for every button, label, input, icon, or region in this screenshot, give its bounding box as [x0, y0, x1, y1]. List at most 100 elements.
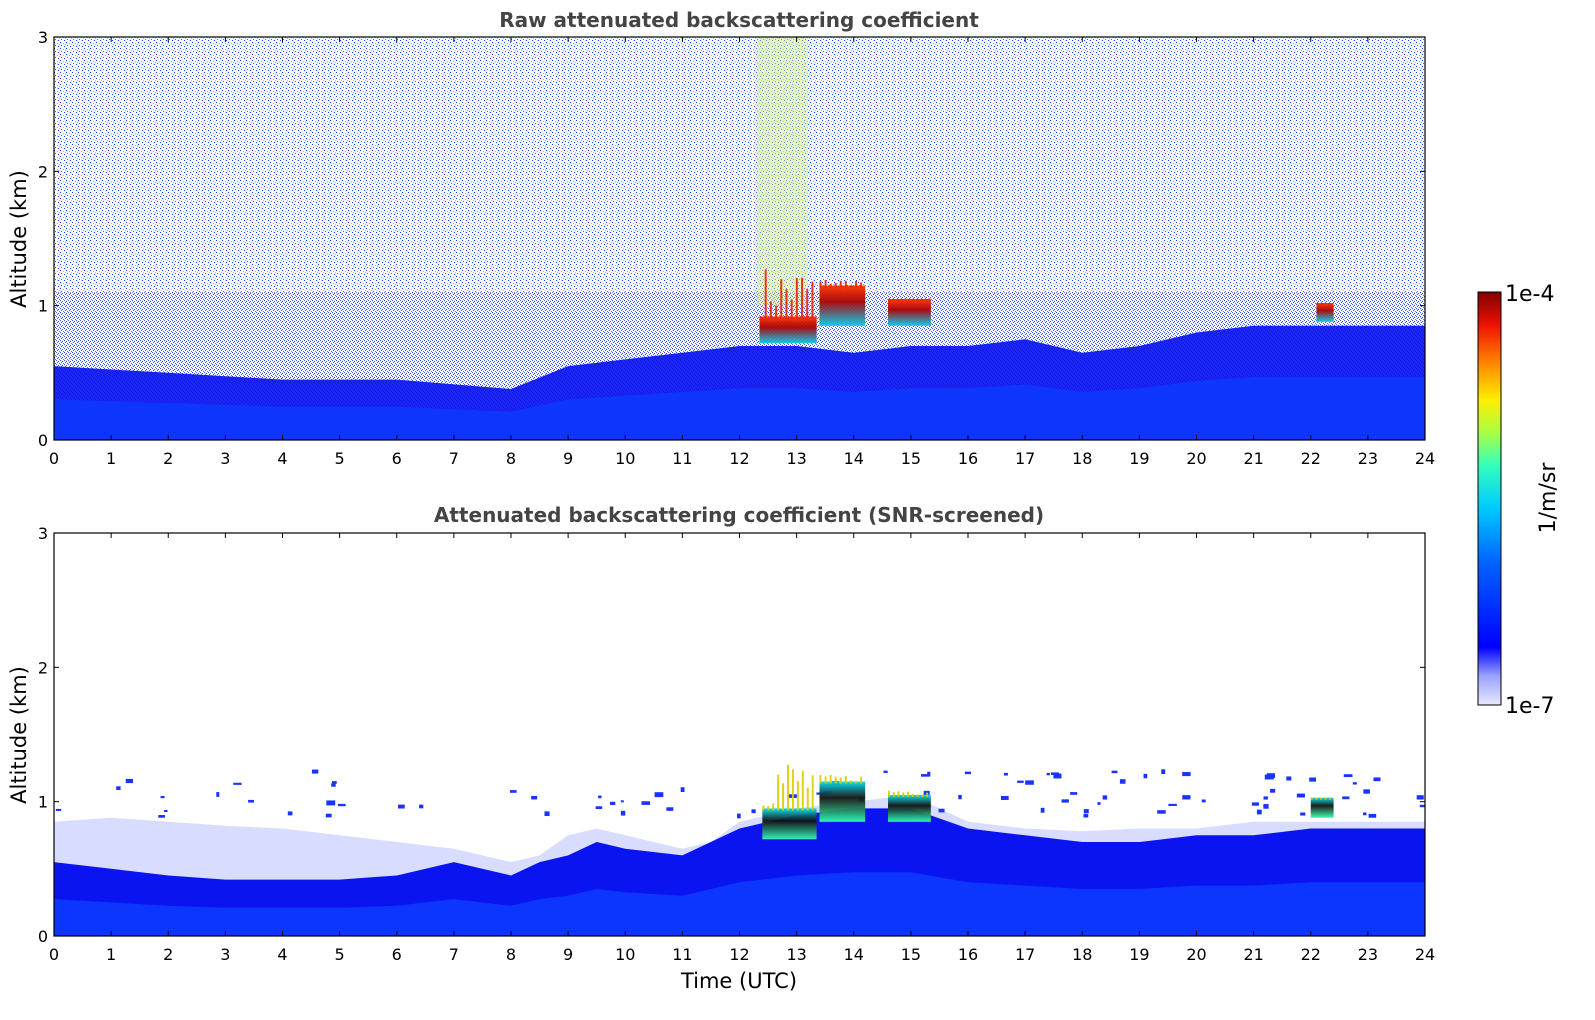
x-ticks-raw: 0 1 2 3 4 5 6 7 8 9 10 11 12 13 14 15 16 17 18 19 20 21 22 23 24 [49, 37, 1435, 468]
cloud-spike [892, 792, 895, 797]
x-tick-label: 22 [1301, 945, 1321, 964]
cloud-spike [916, 298, 919, 301]
cloud-spike [801, 770, 804, 811]
x-tick-label: 14 [844, 449, 864, 468]
screened-speckle [595, 806, 603, 809]
screened-speckle [531, 795, 538, 800]
screened-speckle [311, 769, 319, 774]
cloud-spike [759, 316, 762, 319]
colorbar-gradient [1477, 291, 1502, 706]
screened-speckle [1025, 780, 1034, 785]
x-tick-label: 5 [335, 945, 345, 964]
x-tick-label: 16 [958, 945, 978, 964]
cloud-spike [780, 279, 783, 319]
screened-speckle [331, 781, 337, 784]
screened-speckle [1083, 813, 1089, 818]
noise-column [756, 37, 809, 306]
x-tick-label: 22 [1301, 449, 1321, 468]
cloud-spike [1324, 797, 1327, 800]
x-ticks-snr: 0 1 2 3 4 5 6 7 8 9 10 11 12 13 14 15 16 17 18 19 20 21 22 23 24 [49, 533, 1435, 964]
screened-speckle [654, 792, 664, 798]
x-tick-label: 8 [506, 945, 516, 964]
cloud-spike [772, 803, 775, 811]
colorbar-unit-label: 1/m/sr [1536, 462, 1561, 534]
screened-speckle [55, 808, 62, 811]
cloud-spike [860, 776, 863, 784]
cloud-spike [775, 305, 778, 319]
cloud-spike [767, 805, 770, 811]
y-axis-label-snr: Altitude (km) [7, 666, 31, 804]
screened-speckle [233, 782, 242, 785]
cloud-spike [926, 298, 929, 301]
cloud-spike [829, 775, 832, 784]
cloud-spike [819, 775, 822, 784]
cloud-spike [1310, 797, 1313, 800]
screened-speckle [1201, 799, 1206, 803]
screened-speckle [1157, 810, 1166, 814]
x-tick-label: 1 [106, 449, 116, 468]
cloud-spike [785, 289, 788, 319]
screened-speckle [1296, 793, 1305, 798]
cloud-spike [902, 298, 905, 301]
screened-speckle [1046, 772, 1050, 776]
x-tick-label: 4 [277, 449, 287, 468]
y-tick-label: 0 [38, 431, 48, 450]
cloud-spike [892, 298, 895, 301]
x-tick-label: 0 [49, 945, 59, 964]
x-tick-label: 7 [449, 449, 459, 468]
boundary-layer-core [54, 377, 1425, 440]
x-tick-label: 6 [392, 449, 402, 468]
screened-speckle [641, 801, 651, 805]
x-tick-label: 0 [49, 449, 59, 468]
screened-speckle [1251, 802, 1259, 806]
cloud-spike [806, 787, 809, 811]
screened-speckle [1363, 789, 1370, 794]
screened-speckle [1256, 809, 1262, 815]
y-tick-label: 0 [38, 927, 48, 946]
screened-speckle [331, 783, 336, 787]
screened-speckle [666, 807, 674, 811]
y-tick-label: 3 [38, 28, 48, 47]
x-tick-label: 7 [449, 945, 459, 964]
cloud [888, 298, 931, 326]
cloud-spike [834, 776, 837, 784]
screened-speckle [1143, 773, 1148, 779]
heatmap-raw [54, 37, 1425, 440]
x-tick-label: 3 [220, 449, 230, 468]
screened-speckle [1368, 813, 1377, 818]
x-tick-label: 24 [1415, 449, 1435, 468]
heatmap-snr [54, 764, 1425, 936]
screened-speckle [1111, 770, 1118, 774]
screened-speckle [751, 809, 756, 814]
x-tick-label: 20 [1186, 449, 1206, 468]
cloud-spike [806, 288, 809, 319]
cloud-spike [844, 776, 847, 784]
panel-title-snr: Attenuated backscattering coefficient (S… [434, 503, 1044, 527]
screened-speckle [160, 795, 165, 799]
y-tick-label: 1 [38, 297, 48, 316]
screened-speckle [1182, 772, 1191, 777]
colorbar: 1e-4 1e-7 1/m/sr [1477, 282, 1561, 719]
screened-speckle [1309, 777, 1317, 782]
screened-speckle [737, 813, 741, 819]
cloud-spike [907, 791, 910, 797]
cloud-spike [764, 269, 767, 319]
screened-speckle [216, 792, 220, 797]
cloud-spike [790, 299, 793, 319]
cloud [819, 781, 866, 822]
cloud-spike [844, 280, 847, 288]
cloud-spike [897, 298, 900, 301]
screened-speckle [1416, 795, 1424, 800]
cloud-spike [824, 280, 827, 288]
screened-speckle [1119, 779, 1126, 784]
screened-speckle [1070, 792, 1078, 795]
screened-speckle [325, 813, 332, 818]
cloud-spike [911, 298, 914, 301]
y-ticks-snr: 0 1 2 3 [38, 524, 1425, 946]
cloud-spike [795, 278, 798, 319]
cloud-spike [762, 805, 765, 811]
screened-speckle [1161, 769, 1166, 775]
screened-speckle [1168, 803, 1177, 806]
x-tick-label: 21 [1243, 945, 1263, 964]
